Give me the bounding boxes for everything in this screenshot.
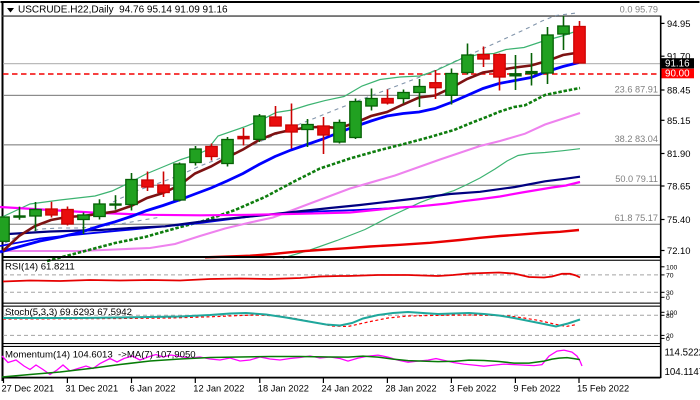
svg-text:9 Feb 2022: 9 Feb 2022 (513, 384, 560, 394)
svg-text:72.10: 72.10 (667, 245, 690, 256)
svg-text:85.15: 85.15 (667, 115, 690, 126)
svg-text:114.5222: 114.5222 (665, 348, 700, 359)
svg-text:38.2 83.04: 38.2 83.04 (615, 134, 658, 144)
svg-text:50.0 79.11: 50.0 79.11 (615, 174, 658, 184)
svg-text:91.16: 91.16 (665, 59, 690, 70)
svg-text:RSI(14) 61.8211: RSI(14) 61.8211 (5, 262, 75, 273)
svg-text:27 Dec 2021: 27 Dec 2021 (2, 384, 55, 394)
svg-text:Stoch(5,3,3) 69.6293 67.5942: Stoch(5,3,3) 69.6293 67.5942 (5, 307, 132, 318)
svg-text:91.70: 91.70 (667, 51, 690, 62)
svg-text:24 Jan 2022: 24 Jan 2022 (321, 384, 372, 394)
svg-text:31 Dec 2021: 31 Dec 2021 (65, 384, 118, 394)
svg-text:94.95: 94.95 (667, 18, 690, 29)
svg-text:0: 0 (666, 336, 670, 343)
svg-text:104.1147: 104.1147 (665, 367, 700, 378)
svg-text:23.6 87.91: 23.6 87.91 (615, 84, 658, 94)
svg-text:12 Jan 2022: 12 Jan 2022 (193, 384, 244, 394)
svg-text:100: 100 (666, 264, 678, 271)
svg-text:100: 100 (666, 310, 678, 317)
svg-text:88.45: 88.45 (667, 85, 690, 96)
svg-text:15 Feb 2022: 15 Feb 2022 (577, 384, 629, 394)
svg-text:61.8 75.17: 61.8 75.17 (615, 213, 658, 223)
svg-text:20: 20 (666, 333, 674, 340)
svg-text:0: 0 (666, 295, 670, 302)
svg-text:81.90: 81.90 (667, 148, 690, 159)
svg-text:Momentum(14) 104.6013 ->MA(7): Momentum(14) 104.6013 ->MA(7) 107,9050 (5, 350, 196, 361)
svg-text:70: 70 (666, 273, 674, 280)
svg-text:90.00: 90.00 (665, 69, 690, 80)
svg-text:USCRUDE.H22,Daily 94.76 95.14: USCRUDE.H22,Daily 94.76 95.14 91.09 91.1… (18, 5, 228, 16)
svg-text:18 Jan 2022: 18 Jan 2022 (258, 384, 309, 394)
svg-text:75.40: 75.40 (667, 214, 690, 225)
svg-text:0.0 95.79: 0.0 95.79 (620, 5, 658, 15)
svg-text:30: 30 (666, 290, 674, 297)
svg-text:78.65: 78.65 (667, 181, 690, 192)
svg-text:28 Jan 2022: 28 Jan 2022 (385, 384, 436, 394)
svg-text:80: 80 (666, 313, 674, 320)
svg-text:6 Jan 2022: 6 Jan 2022 (130, 384, 176, 394)
svg-text:3 Feb 2022: 3 Feb 2022 (449, 384, 496, 394)
